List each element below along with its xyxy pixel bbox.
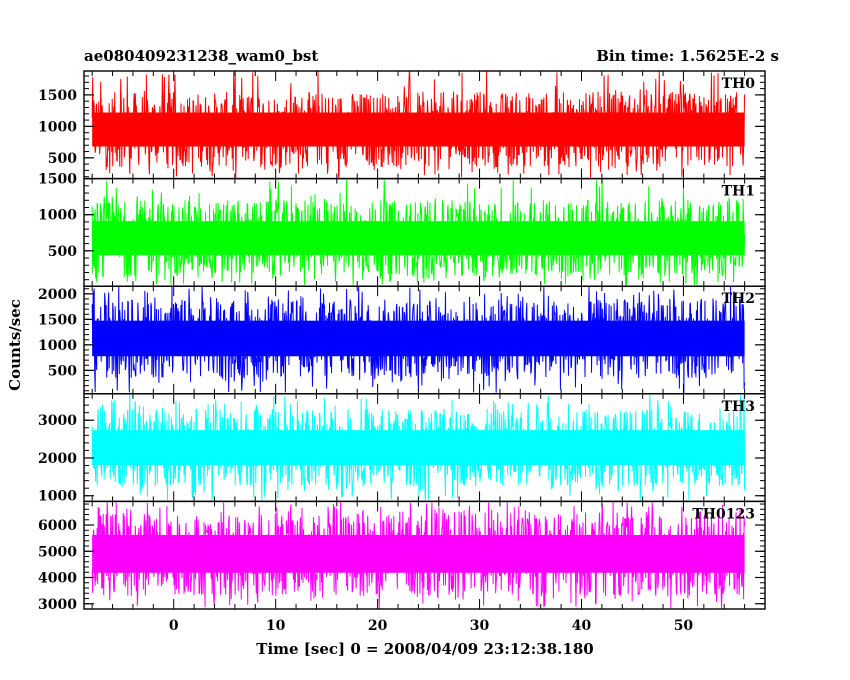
y-tick-label: 500 [48,151,77,167]
panel-th0123: 3000 4000 5000 6000 TH0123 [38,500,766,613]
y-tick-label: 3000 [38,413,77,429]
y-tick-label: 5000 [38,544,77,560]
y-tick-label: 1000 [38,119,77,135]
y-tick-label: 1500 [38,88,77,104]
plot-title: ae080409231238_wam0_bst [84,47,318,65]
panel-th3: 1000 2000 3000 TH3 [38,393,766,505]
bin-time-label: Bin time: 1.5625E-2 s [596,47,779,65]
series-band-th1 [92,221,745,256]
x-axis-label: Time [sec] 0 = 2008/04/09 23:12:38.180 [256,640,593,658]
y-tick-label: 500 [48,244,77,260]
y-tick-label: 1000 [38,489,77,505]
y-tick-label: 2000 [38,287,77,303]
y-tick-label: 1500 [38,312,77,328]
y-tick-label: 2000 [38,451,77,467]
panel-label: TH1 [722,184,755,200]
y-tick-label: 6000 [38,518,77,534]
series-band-th2 [92,320,745,357]
panel-label: TH0123 [692,506,755,522]
y-tick-label: 500 [48,363,77,379]
x-tick-label: 40 [572,618,592,634]
panel-label: TH2 [722,291,755,307]
panels: 500 1000 1500 TH0 500 1000 1500 TH1 500 1000 1500 2… [38,70,766,613]
panel-th0: 500 1000 1500 TH0 [38,70,766,180]
series-band-th3 [92,430,745,466]
x-axis: 0 10 20 30 40 50 [169,618,694,634]
panel-label: TH3 [722,399,755,415]
panel-label: TH0 [722,76,756,92]
y-axis-label: Counts/sec [6,299,24,391]
x-tick-label: 30 [470,618,490,634]
panel-th2: 500 1000 1500 2000 TH2 [38,285,766,395]
x-tick-label: 0 [169,618,179,634]
x-tick-label: 10 [266,618,286,634]
y-tick-label: 1500 [38,172,77,188]
y-tick-label: 4000 [38,571,77,587]
x-tick-label: 50 [674,618,694,634]
panel-frame [83,500,766,610]
y-tick-label: 1000 [38,338,77,354]
y-tick-label: 1000 [38,208,77,224]
series-band-th0 [92,112,745,147]
panel-th1: 500 1000 1500 TH1 [38,172,766,287]
y-tick-label: 3000 [38,597,77,613]
x-tick-label: 20 [368,618,388,634]
series-band-th0123 [92,534,745,573]
